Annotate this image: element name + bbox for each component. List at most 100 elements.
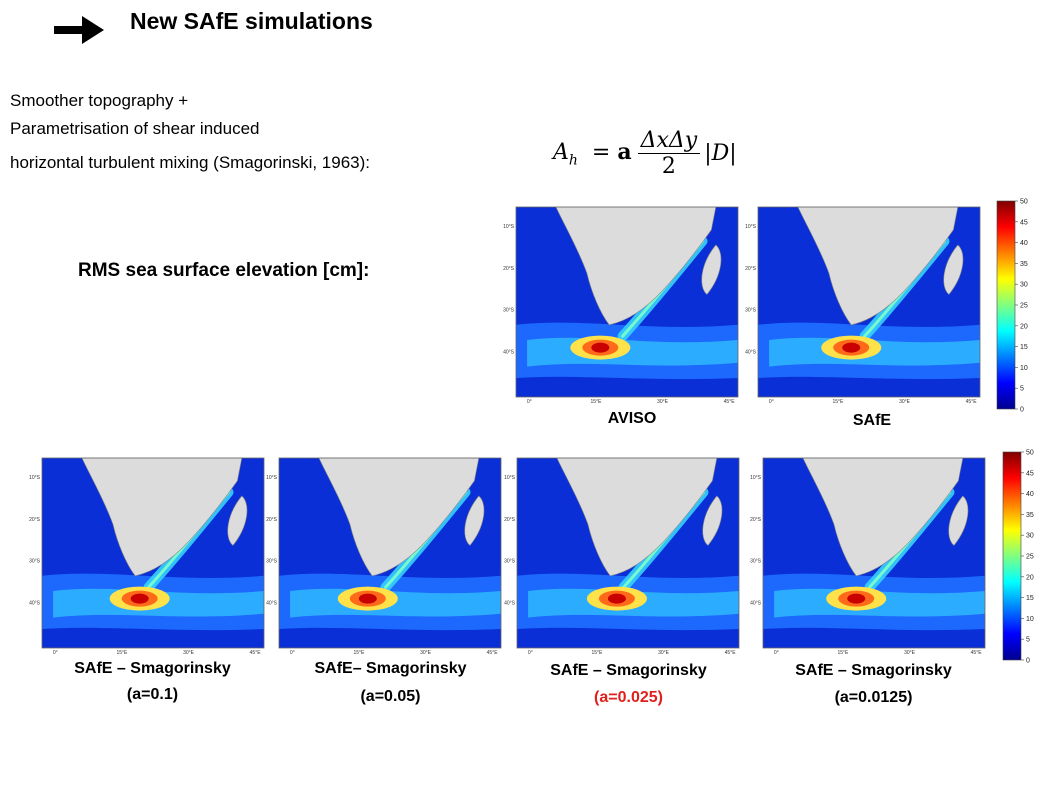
intro-line-3: horizontal turbulent mixing (Smagorinski… — [10, 153, 371, 172]
lon-tick-label: 30°E — [899, 399, 911, 403]
lon-tick-label: 15°E — [837, 650, 849, 654]
colorbar-tick-label: 30 — [1026, 533, 1034, 540]
lon-tick-label: 45°E — [966, 399, 978, 403]
intro-line-1: Smoother topography + — [10, 91, 189, 110]
colorbar-tick-label: 50 — [1026, 450, 1034, 457]
formula-denominator: 2 — [661, 154, 676, 179]
colorbar-tick-label: 20 — [1020, 323, 1028, 330]
colorbar-tick-label: 30 — [1020, 282, 1028, 289]
lon-tick-label: 30°E — [658, 650, 670, 654]
lat-tick-label: 40°S — [266, 600, 278, 606]
lon-tick-label: 0° — [527, 399, 532, 403]
panel-label-aviso: AVISO — [607, 410, 657, 427]
panel-label-smag-1: SAfE – Smagorinsky — [74, 660, 231, 677]
panel-label-smag-2: SAfE– Smagorinsky — [314, 660, 467, 677]
lat-tick-label: 40°S — [745, 349, 757, 355]
colorbar-tick-label: 0 — [1026, 658, 1030, 665]
africa-land — [797, 206, 959, 326]
lat-tick-label: 40°S — [750, 600, 762, 606]
africa-land — [802, 457, 964, 577]
lat-tick-label: 30°S — [504, 559, 516, 565]
lon-tick-label: 15°E — [353, 650, 365, 654]
colorbar-tick-label: 40 — [1020, 240, 1028, 247]
map-smag-0-05: 10°S 20°S 30°S 40°S 0° 15°E 30°E 45°E — [265, 454, 505, 654]
lon-tick-label: 0° — [774, 650, 779, 654]
lon-tick-label: 15°E — [832, 399, 844, 403]
formula-term: |D| — [704, 141, 737, 166]
smagorinsky-formula: Ah = a ΔxΔy 2 |D| — [553, 128, 737, 179]
lat-tick-label: 30°S — [503, 308, 515, 314]
panel-label-smag-3: SAfE – Smagorinsky — [550, 662, 707, 679]
colorbar-tick-label: 5 — [1026, 637, 1030, 644]
lat-tick-label: 10°S — [750, 475, 762, 481]
colorbar-tick-label: 35 — [1020, 261, 1028, 268]
colorbar-gradient — [1002, 451, 1022, 661]
formula-coef: a — [617, 138, 632, 165]
lat-tick-label: 20°S — [29, 517, 41, 523]
map-smag-0-1: 10°S 20°S 30°S 40°S 0° 15°E 30°E 45°E — [28, 454, 268, 654]
panel-label-smag-4: SAfE – Smagorinsky — [795, 662, 952, 679]
lat-tick-label: 30°S — [266, 559, 278, 565]
africa-land — [81, 457, 243, 577]
lat-tick-label: 10°S — [504, 475, 516, 481]
panel-label-safe: SAfE — [852, 412, 892, 429]
lon-tick-label: 15°E — [590, 399, 602, 403]
panel-param-smag-3: (a=0.025) — [594, 689, 663, 706]
lon-tick-label: 30°E — [657, 399, 669, 403]
colorbar-gradient — [996, 200, 1016, 410]
colorbar-tick-label: 25 — [1026, 554, 1034, 561]
colorbar-tick-label: 25 — [1020, 303, 1028, 310]
colorbar-tick-label: 35 — [1026, 512, 1034, 519]
lon-tick-label: 45°E — [971, 650, 983, 654]
africa-land — [318, 457, 480, 577]
lon-tick-label: 0° — [769, 399, 774, 403]
lat-tick-label: 30°S — [750, 559, 762, 565]
rms-heading: RMS sea surface elevation [cm]: — [78, 260, 370, 281]
madagascar-land — [702, 495, 723, 546]
panel-param-smag-2: (a=0.05) — [360, 688, 421, 705]
colorbar-tick-label: 40 — [1026, 491, 1034, 498]
map-aviso: 10°S 20°S 30°S 40°S 0° 15°E 30°E 45°E — [502, 203, 742, 403]
colorbar-top: 50 45 40 35 30 25 20 15 10 5 0 — [995, 197, 1045, 414]
lon-tick-label: 0° — [290, 650, 295, 654]
lon-tick-label: 0° — [53, 650, 58, 654]
lat-tick-label: 10°S — [745, 224, 757, 230]
colorbar-tick-label: 20 — [1026, 574, 1034, 581]
lat-tick-label: 10°S — [503, 224, 515, 230]
colorbar-tick-label: 5 — [1020, 386, 1024, 393]
panel-param-smag-1: (a=0.1) — [126, 686, 179, 703]
lat-tick-label: 20°S — [266, 517, 278, 523]
lon-tick-label: 0° — [528, 650, 533, 654]
lat-tick-label: 40°S — [504, 600, 516, 606]
lon-tick-label: 15°E — [591, 650, 603, 654]
lat-tick-label: 10°S — [29, 475, 41, 481]
colorbar-tick-label: 50 — [1020, 199, 1028, 206]
lat-tick-label: 20°S — [503, 266, 515, 272]
madagascar-land — [701, 244, 722, 295]
formula-numerator: ΔxΔy — [637, 128, 701, 154]
lon-tick-label: 45°E — [250, 650, 262, 654]
map-smag-0-025: 10°S 20°S 30°S 40°S 0° 15°E 30°E 45°E — [503, 454, 743, 654]
colorbar-tick-label: 10 — [1026, 616, 1034, 623]
arrow-right-icon — [54, 16, 104, 44]
lat-tick-label: 30°S — [29, 559, 41, 565]
lat-tick-label: 30°S — [745, 308, 757, 314]
africa-land — [556, 457, 718, 577]
madagascar-land — [943, 244, 964, 295]
lat-tick-label: 20°S — [504, 517, 516, 523]
lat-tick-label: 10°S — [266, 475, 278, 481]
colorbar-tick-label: 0 — [1020, 407, 1024, 414]
colorbar-tick-label: 45 — [1020, 219, 1028, 226]
lat-tick-label: 40°S — [29, 600, 41, 606]
madagascar-land — [227, 495, 248, 546]
lon-tick-label: 45°E — [724, 399, 736, 403]
slide-title: New SAfE simulations — [130, 8, 373, 34]
madagascar-land — [464, 495, 485, 546]
lon-tick-label: 45°E — [725, 650, 737, 654]
formula-lhs-sub: h — [568, 152, 578, 169]
colorbar-tick-label: 15 — [1020, 344, 1028, 351]
panel-param-smag-4: (a=0.0125) — [834, 689, 913, 706]
intro-line-2: Parametrisation of shear induced — [10, 119, 260, 138]
lat-tick-label: 20°S — [745, 266, 757, 272]
map-smag-0-0125: 10°S 20°S 30°S 40°S 0° 15°E 30°E 45°E — [749, 454, 989, 654]
